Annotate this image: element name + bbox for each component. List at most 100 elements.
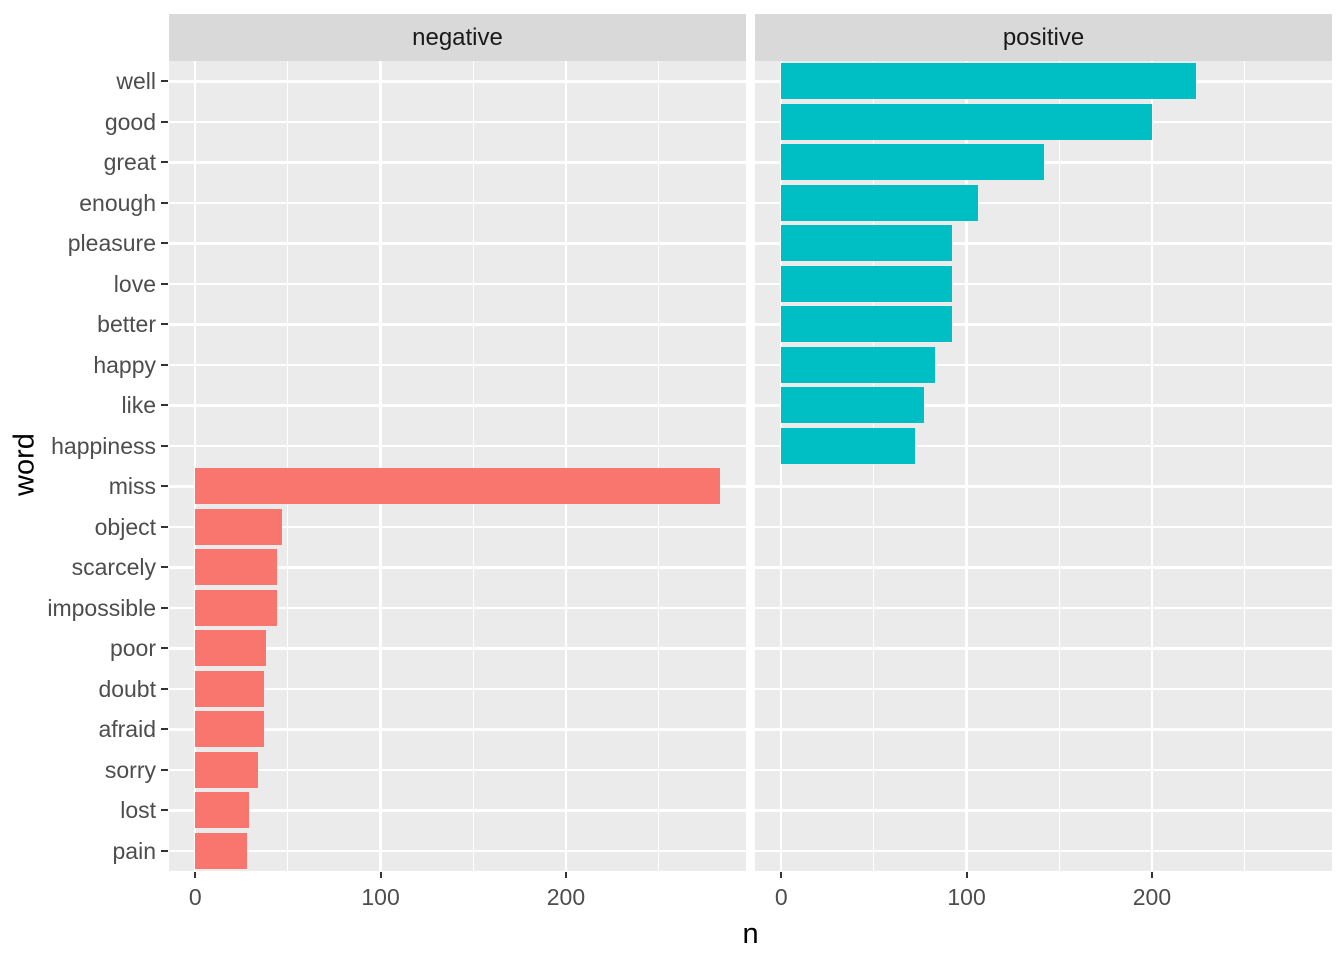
bar-pain-negative xyxy=(195,832,248,869)
y-tick-mark xyxy=(161,242,168,245)
gridline-major-horizontal xyxy=(755,809,1332,812)
gridline-minor-vertical xyxy=(1058,61,1060,871)
y-tick-label-poor: poor xyxy=(109,635,156,662)
gridline-major-horizontal xyxy=(169,404,746,407)
bar-sorry-negative xyxy=(195,751,259,788)
bar-miss-negative xyxy=(195,468,720,505)
x-axis-title: n xyxy=(742,918,759,950)
gridline-major-horizontal xyxy=(755,201,1332,204)
x-tick-label-200: 200 xyxy=(1132,884,1172,910)
gridline-major-horizontal xyxy=(755,485,1332,488)
bar-object-negative xyxy=(195,508,283,545)
y-tick-label-pain: pain xyxy=(112,837,156,864)
y-tick-label-happiness: happiness xyxy=(51,432,156,459)
y-tick-mark xyxy=(161,80,168,83)
y-tick-label-well: well xyxy=(116,68,156,95)
gridline-major-horizontal xyxy=(755,363,1332,366)
facet-label-negative: negative xyxy=(412,23,503,51)
gridline-major-horizontal xyxy=(755,606,1332,609)
gridline-major-horizontal xyxy=(755,444,1332,447)
gridline-minor-vertical xyxy=(1244,61,1246,871)
y-tick-mark xyxy=(161,606,168,609)
gridline-minor-vertical xyxy=(873,61,875,871)
gridline-major-horizontal xyxy=(169,525,746,528)
y-tick-label-good: good xyxy=(104,108,156,135)
y-tick-mark xyxy=(161,647,168,650)
facet-strip-negative: negative xyxy=(169,14,746,61)
gridline-minor-vertical xyxy=(472,61,474,871)
y-tick-mark xyxy=(161,161,168,164)
gridline-major-horizontal xyxy=(169,444,746,447)
y-tick-label-object: object xyxy=(94,513,156,540)
y-tick-mark xyxy=(161,525,168,528)
gridline-major-horizontal xyxy=(755,566,1332,569)
gridline-major-vertical xyxy=(779,61,783,871)
x-tick-mark xyxy=(965,872,968,878)
gridline-major-vertical xyxy=(965,61,968,871)
y-tick-mark xyxy=(161,566,168,569)
y-tick-label-sorry: sorry xyxy=(104,756,156,783)
gridline-major-horizontal xyxy=(755,768,1332,771)
bar-enough-positive xyxy=(781,184,978,221)
y-tick-mark xyxy=(161,444,168,447)
y-tick-label-miss: miss xyxy=(108,473,156,500)
y-axis-title: word xyxy=(8,433,41,496)
x-tick-label-0: 0 xyxy=(188,884,202,910)
gridline-major-horizontal xyxy=(169,161,746,164)
bar-good-positive xyxy=(781,103,1152,140)
y-tick-mark xyxy=(161,849,168,852)
x-tick-mark xyxy=(1150,872,1153,878)
gridline-major-horizontal xyxy=(169,809,746,812)
gridline-major-vertical xyxy=(1150,61,1154,871)
gridline-major-horizontal xyxy=(169,768,746,771)
bar-happiness-positive xyxy=(781,427,915,464)
bar-doubt-negative xyxy=(195,670,264,707)
gridline-major-horizontal xyxy=(755,323,1332,326)
gridline-major-horizontal xyxy=(169,687,746,690)
y-tick-label-like: like xyxy=(121,392,156,419)
bar-like-positive xyxy=(781,387,924,424)
y-tick-mark xyxy=(161,201,168,204)
bar-impossible-negative xyxy=(195,589,277,626)
gridline-minor-vertical xyxy=(658,61,660,871)
gridline-major-horizontal xyxy=(755,404,1332,407)
gridline-major-horizontal xyxy=(169,242,746,245)
bar-lost-negative xyxy=(195,792,249,829)
y-tick-mark xyxy=(161,728,168,731)
gridline-major-horizontal xyxy=(755,687,1332,690)
y-tick-label-impossible: impossible xyxy=(47,594,156,621)
y-tick-mark xyxy=(161,323,168,326)
gridline-major-horizontal xyxy=(755,525,1332,528)
x-tick-mark xyxy=(780,872,783,878)
bar-happy-positive xyxy=(781,346,936,383)
x-tick-mark xyxy=(564,872,567,878)
bar-better-positive xyxy=(781,306,952,343)
gridline-major-horizontal xyxy=(755,242,1332,245)
bar-well-positive xyxy=(781,63,1197,100)
y-tick-label-lost: lost xyxy=(120,797,156,824)
x-tick-label-200: 200 xyxy=(546,884,586,910)
gridline-major-horizontal xyxy=(755,647,1332,650)
x-tick-mark xyxy=(379,872,382,878)
facet-panel-positive xyxy=(755,61,1332,871)
gridline-major-horizontal xyxy=(169,201,746,204)
gridline-minor-vertical xyxy=(287,61,289,871)
y-tick-mark xyxy=(161,809,168,812)
gridline-major-horizontal xyxy=(169,728,746,731)
gridline-major-horizontal xyxy=(169,647,746,650)
gridline-major-horizontal xyxy=(169,363,746,366)
facet-strip-positive: positive xyxy=(755,14,1332,61)
gridline-major-vertical xyxy=(193,61,197,871)
y-tick-mark xyxy=(161,120,168,123)
y-tick-label-doubt: doubt xyxy=(98,675,156,702)
y-tick-label-pleasure: pleasure xyxy=(67,230,156,257)
gridline-major-horizontal xyxy=(169,849,746,852)
gridline-major-horizontal xyxy=(169,323,746,326)
y-tick-mark xyxy=(161,768,168,771)
bar-scarcely-negative xyxy=(195,549,277,586)
y-tick-mark xyxy=(161,282,168,285)
y-tick-mark xyxy=(161,363,168,366)
facet-label-positive: positive xyxy=(1002,23,1085,51)
x-tick-label-0: 0 xyxy=(774,884,788,910)
